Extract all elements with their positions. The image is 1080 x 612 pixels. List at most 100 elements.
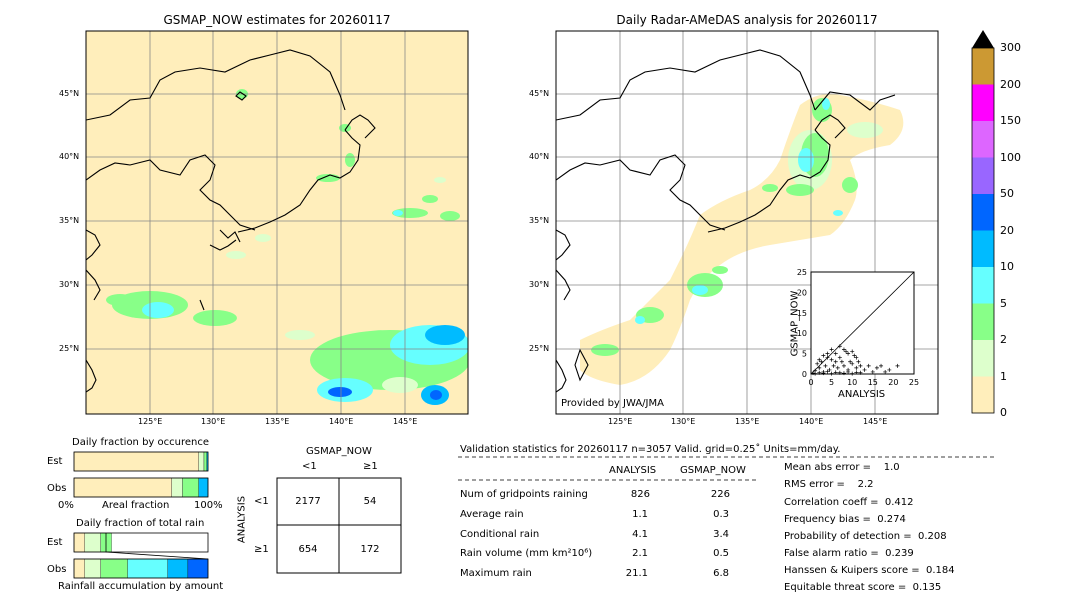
colorbar-label: 150 (1000, 114, 1021, 127)
scatter-point (817, 370, 822, 375)
scatter-point (811, 371, 816, 376)
scatter-point (854, 355, 859, 360)
scatter-point (866, 363, 871, 368)
validation-col-gsmap: GSMAP_NOW (680, 465, 746, 476)
rainfall-axis-label: Rainfall accumulation by amount (58, 581, 224, 592)
occurrence-title: Daily fraction by occurence (72, 437, 210, 448)
scatter-point (874, 365, 879, 370)
scatter-point (858, 370, 863, 375)
validation-row-gsmap: 6.8 (713, 568, 729, 579)
scatter-point (841, 363, 846, 368)
left-lat-tick-25: 25°N (59, 344, 80, 353)
validation-row-analysis: 1.1 (632, 509, 648, 520)
scatter-point (841, 347, 846, 352)
validation-row-gsmap: 0.5 (713, 548, 729, 559)
right-lat-tick-45: 45°N (529, 89, 550, 98)
colorbar-label: 300 (1000, 41, 1021, 54)
scatter-point (850, 371, 855, 376)
left-lon-tick-130: 130°E (201, 417, 226, 426)
scatter-point (839, 359, 844, 364)
validation-col-analysis: ANALYSIS (609, 465, 657, 476)
score-frequency-bias: Frequency bias = 0.274 (784, 514, 906, 525)
score-hk: Hanssen & Kuipers score = 0.184 (784, 565, 955, 576)
colorbar-label: 0 (1000, 406, 1007, 419)
colorbar-cell (972, 303, 994, 340)
colorbar-cell (972, 230, 994, 267)
right-lon-tick-125: 125°E (608, 417, 633, 426)
scatter-point (846, 369, 851, 374)
colorbar-label: 5 (1000, 296, 1007, 310)
colorbar-label: 1 (1000, 369, 1007, 383)
score-ets: Equitable threat score = 0.135 (784, 582, 942, 593)
colorbar-extend-arrow (972, 30, 994, 48)
scatter-point (862, 367, 867, 372)
validation-row-label: Maximum rain (460, 568, 532, 579)
scatter-point (850, 361, 855, 366)
scatter-point (817, 357, 822, 362)
scatter-point (833, 351, 838, 356)
scatter-xtick: 20 (888, 378, 898, 387)
scatter-point (831, 363, 836, 368)
validation-row-label: Conditional rain (460, 529, 540, 540)
right-lat-tick-30: 30°N (529, 280, 550, 289)
score-correlation: Correlation coeff = 0.412 (784, 497, 914, 508)
scatter-point (827, 367, 832, 372)
score-far: False alarm ratio = 0.239 (784, 548, 914, 559)
scatter-point (856, 359, 861, 364)
scatter-point (829, 357, 834, 362)
left-lon-tick-135: 135°E (265, 417, 290, 426)
left-map-rain-areas (106, 89, 468, 405)
scatter-point (841, 371, 846, 376)
scatter-point (895, 363, 900, 368)
right-lon-tick-130: 130°E (671, 417, 696, 426)
occurrence-axis-mid: Areal fraction (102, 500, 170, 511)
score-rms-error: RMS error = 2.2 (784, 479, 874, 490)
colorbar-label: 10 (1000, 260, 1014, 273)
contingency-col-lt: <1 (302, 461, 317, 472)
scatter-point (837, 344, 842, 349)
scatter-point (879, 363, 884, 368)
right-lon-tick-145: 145°E (863, 417, 888, 426)
occurrence-obs-label: Obs (47, 483, 67, 494)
colorbar-cell (972, 267, 994, 304)
validation-row-label: Rain volume (mm km²10⁶) (460, 548, 593, 559)
scatter-point (835, 365, 840, 370)
colorbar-label: 50 (1000, 187, 1014, 200)
scatter-point (825, 355, 830, 360)
scatter-xtick: 5 (829, 378, 834, 387)
map-credit: Provided by JWA/JMA (561, 398, 664, 409)
scatter-point (887, 367, 892, 372)
validation-row-analysis: 21.1 (625, 568, 648, 579)
validation-header: Validation statistics for 20260117 n=305… (460, 444, 841, 455)
scatter-point (837, 355, 842, 360)
scatter-point (854, 370, 859, 375)
colorbar-label: 20 (1000, 223, 1014, 237)
left-lat-tick-40: 40°N (59, 152, 80, 161)
right-lat-tick-40: 40°N (529, 152, 550, 161)
occurrence-est-label: Est (47, 456, 63, 467)
scatter-point (848, 359, 853, 364)
validation-row-analysis: 2.1 (632, 548, 648, 559)
validation-row-analysis: 826 (630, 489, 650, 500)
score-mean-abs-error: Mean abs error = 1.0 (784, 462, 900, 473)
scatter-point (870, 369, 875, 374)
colorbar-cell (972, 157, 994, 194)
rainfall-obs-label: Obs (47, 564, 67, 575)
contingency-col-ge: ≥1 (363, 461, 378, 472)
scatter-ytick: 15 (797, 309, 807, 318)
scatter-xtick: 25 (909, 378, 919, 387)
scatter-point (829, 371, 834, 376)
scatter-xtick: 0 (808, 378, 813, 387)
contingency-b: 54 (363, 496, 377, 507)
colorbar-label: 100 (1000, 150, 1021, 164)
colorbar-cell (972, 340, 994, 377)
contingency-c: 654 (298, 544, 318, 555)
occurrence-axis-left: 0% (58, 500, 74, 511)
left-lat-tick-35: 35°N (59, 216, 80, 225)
validation-row-label: Average rain (460, 509, 524, 520)
scatter-point (821, 371, 826, 376)
